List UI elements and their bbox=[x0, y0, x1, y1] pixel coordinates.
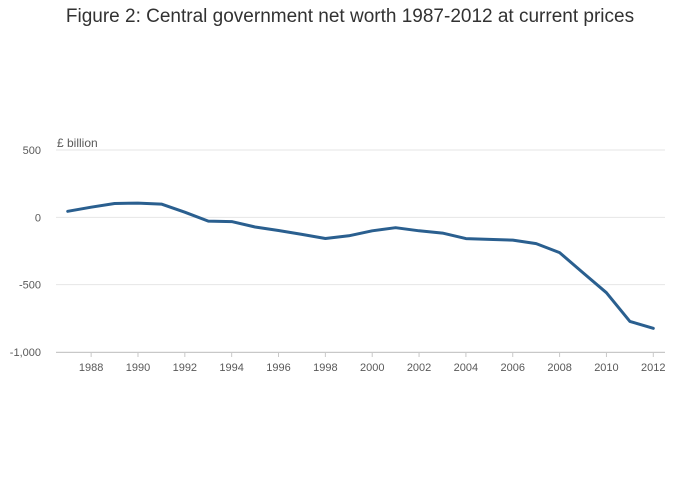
y-tick-label: 500 bbox=[23, 145, 41, 157]
x-tick-label: 1996 bbox=[266, 362, 290, 374]
series-layer bbox=[66, 201, 655, 330]
x-tick-label: 1988 bbox=[79, 362, 103, 374]
x-tick-label: 1992 bbox=[173, 362, 197, 374]
x-tick-label: 2010 bbox=[594, 362, 618, 374]
data-point bbox=[628, 319, 632, 323]
y-axis-unit-label: £ billion bbox=[57, 136, 98, 150]
y-tick-label: -1,000 bbox=[10, 347, 41, 359]
data-point bbox=[651, 326, 655, 330]
x-tick-label: 1990 bbox=[126, 362, 150, 374]
data-point bbox=[464, 237, 468, 241]
data-point bbox=[347, 234, 351, 238]
gridlines bbox=[56, 149, 665, 353]
data-point bbox=[66, 209, 70, 213]
data-point bbox=[300, 232, 304, 236]
data-point bbox=[323, 236, 327, 240]
data-point bbox=[113, 201, 117, 205]
y-tick-label: -500 bbox=[19, 280, 41, 292]
x-tick-label: 2002 bbox=[407, 362, 431, 374]
x-tick-label: 2008 bbox=[547, 362, 571, 374]
x-tick-label: 1998 bbox=[313, 362, 337, 374]
data-point bbox=[230, 220, 234, 224]
y-axis-ticks: 500 0 -500 -1,000 bbox=[10, 145, 41, 359]
chart-title: Figure 2: Central government net worth 1… bbox=[65, 6, 635, 27]
data-point bbox=[183, 210, 187, 214]
data-point bbox=[253, 225, 257, 229]
data-point bbox=[581, 271, 585, 275]
x-tick-label: 2004 bbox=[454, 362, 478, 374]
x-tick-label: 1994 bbox=[219, 362, 243, 374]
data-point bbox=[534, 242, 538, 246]
data-point bbox=[136, 201, 140, 205]
data-point bbox=[277, 229, 281, 233]
x-tick-label: 2000 bbox=[360, 362, 384, 374]
y-tick-label: 0 bbox=[35, 212, 41, 224]
series-line bbox=[66, 201, 655, 330]
data-point bbox=[417, 229, 421, 233]
data-point bbox=[604, 291, 608, 295]
data-point bbox=[159, 202, 163, 206]
data-point bbox=[89, 205, 93, 209]
data-point bbox=[511, 238, 515, 242]
data-point bbox=[558, 251, 562, 255]
data-point bbox=[206, 219, 210, 223]
data-point bbox=[394, 226, 398, 230]
data-point bbox=[487, 237, 491, 241]
x-axis: 1988 1990 1992 1994 1996 1998 2000 2002 2004 2006… bbox=[56, 352, 666, 374]
x-tick-label: 2012 bbox=[641, 362, 665, 374]
data-point bbox=[370, 229, 374, 233]
x-tick-label: 2006 bbox=[501, 362, 525, 374]
data-point bbox=[440, 231, 444, 235]
